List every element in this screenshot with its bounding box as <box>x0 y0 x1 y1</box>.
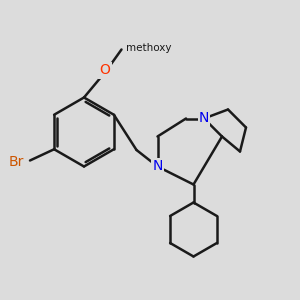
Text: O: O <box>100 64 110 77</box>
Text: methoxy: methoxy <box>126 43 172 53</box>
Text: N: N <box>152 160 163 173</box>
Text: Br: Br <box>9 155 24 169</box>
Text: N: N <box>199 112 209 125</box>
